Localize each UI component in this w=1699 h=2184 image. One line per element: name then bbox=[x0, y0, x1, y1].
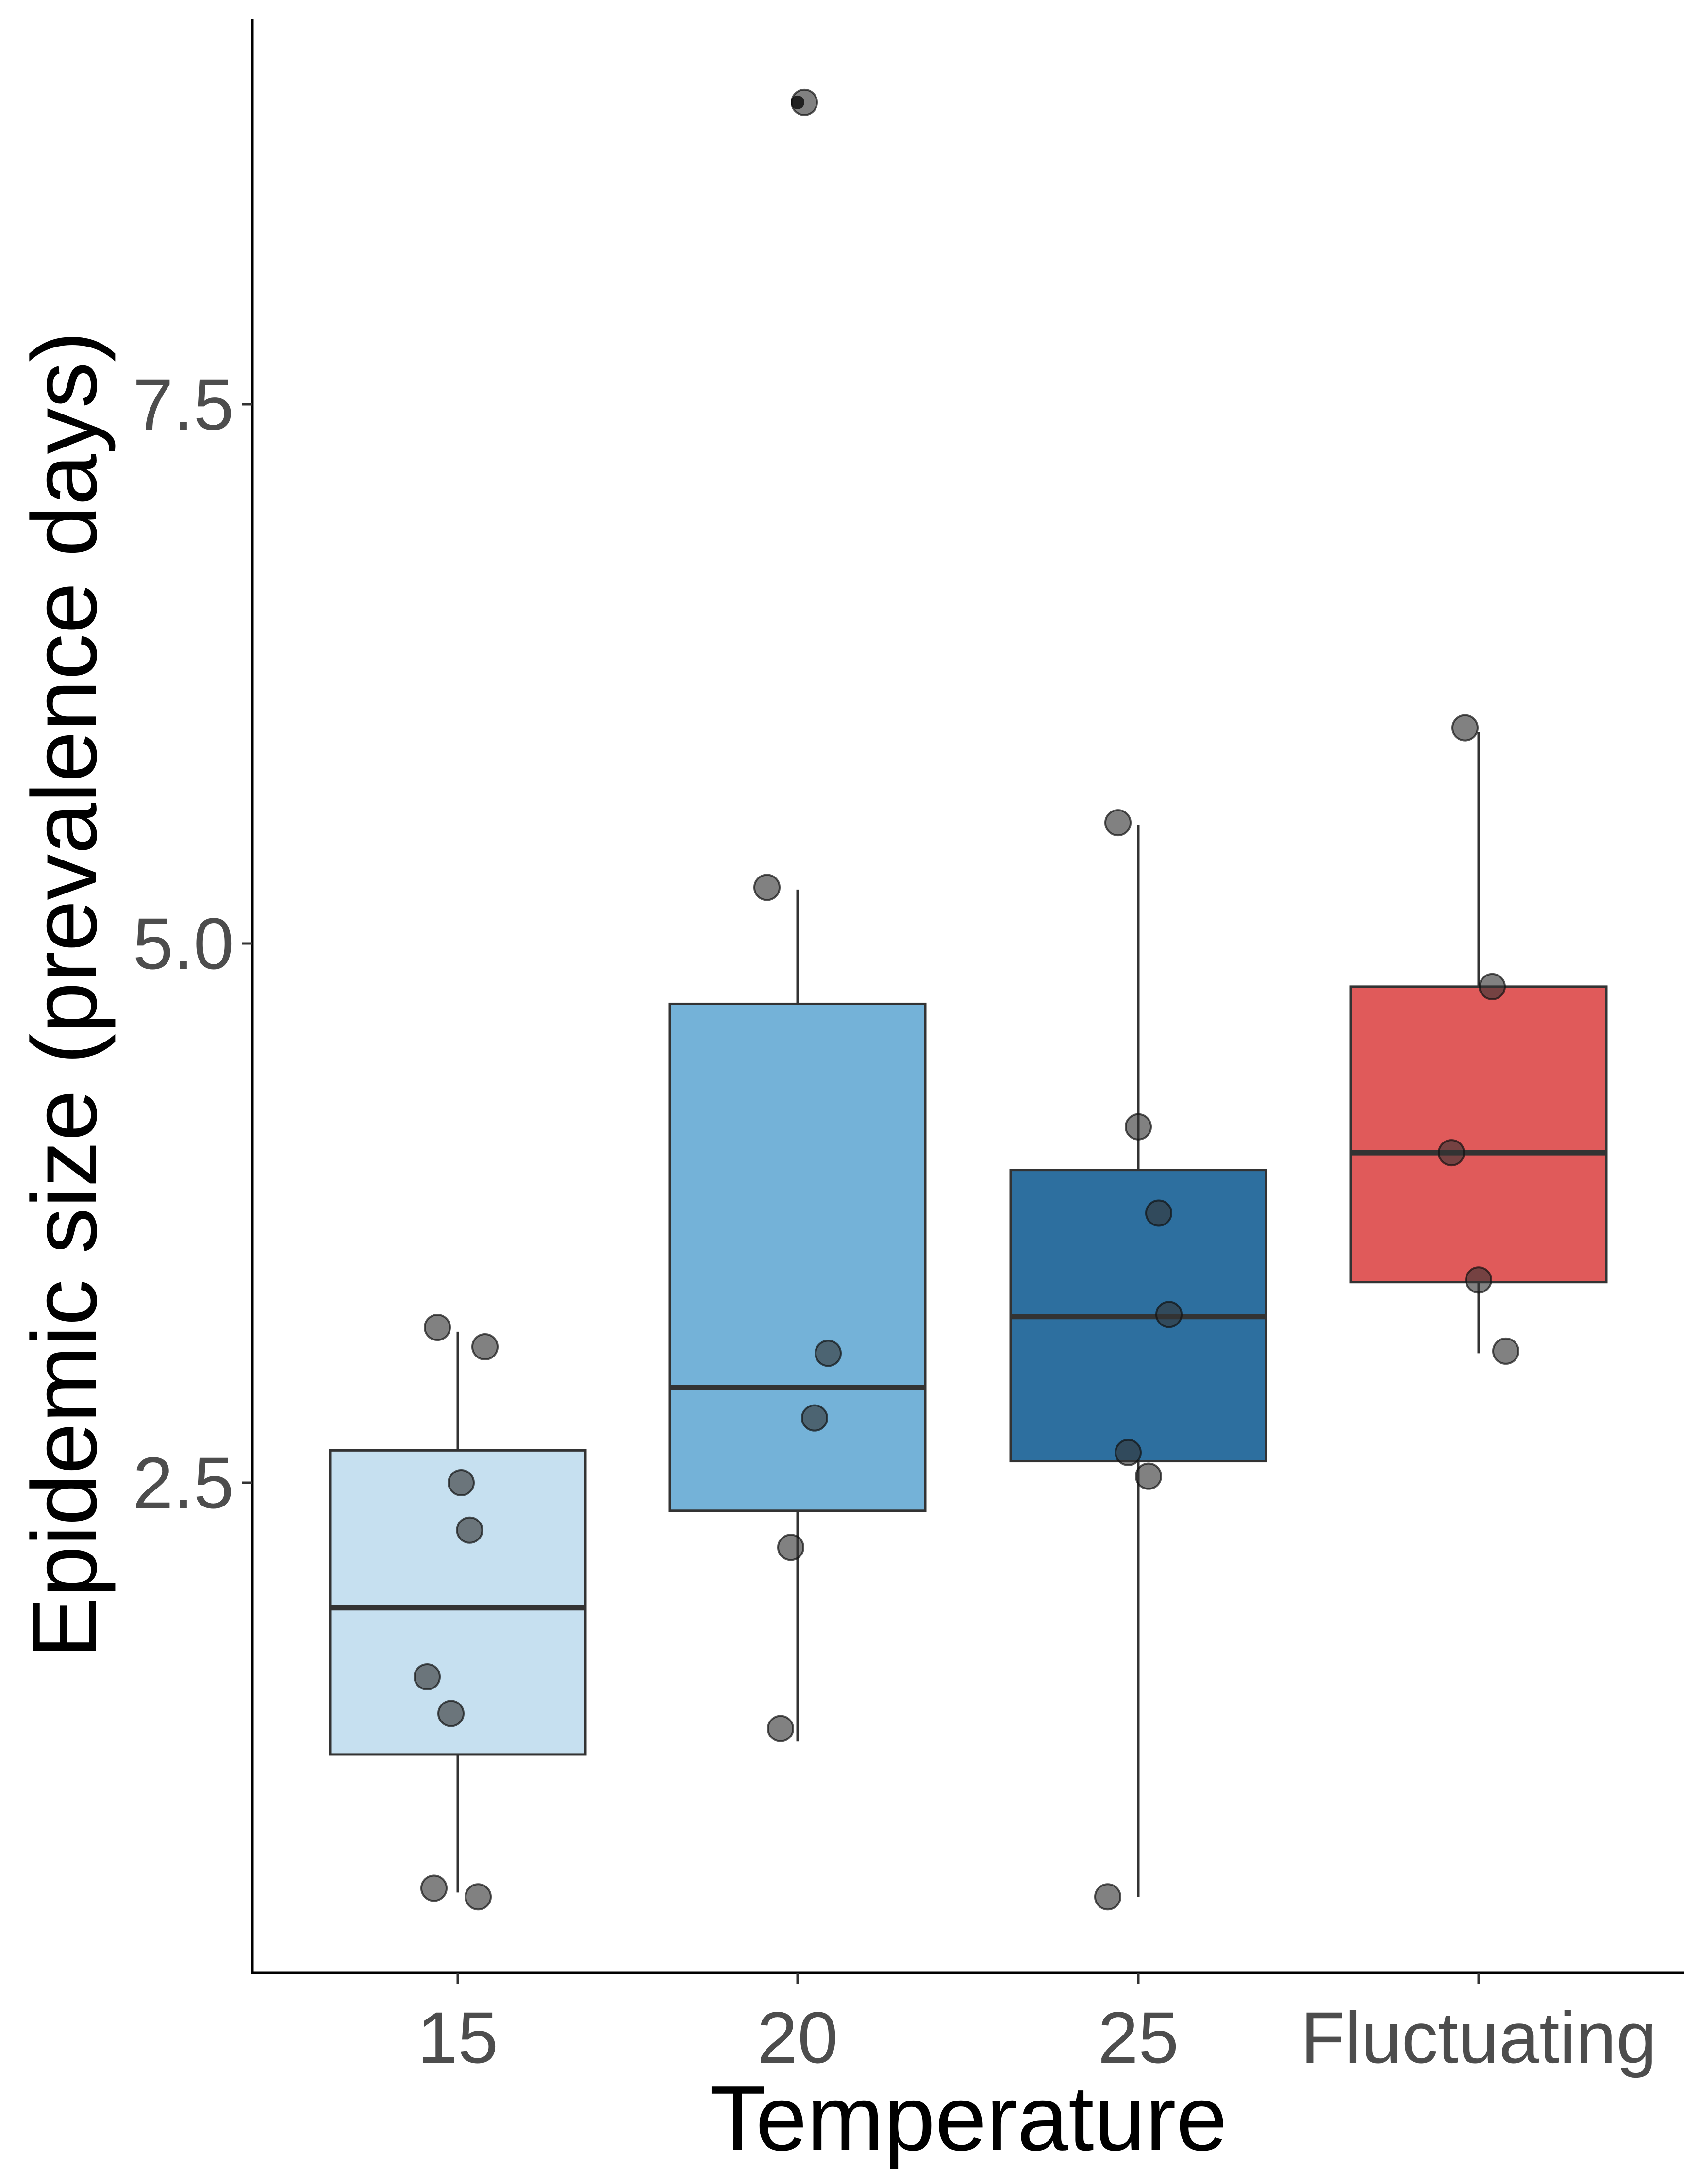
box-body bbox=[668, 1002, 927, 1512]
box-fluctuating bbox=[1349, 732, 1608, 1354]
data-point bbox=[448, 1469, 475, 1496]
box-25 bbox=[1009, 825, 1267, 1897]
data-point bbox=[815, 1340, 842, 1367]
data-point bbox=[1135, 1462, 1162, 1490]
x-tick-label: 20 bbox=[757, 1997, 838, 2078]
x-tick-label: 15 bbox=[417, 1997, 499, 2078]
box-15 bbox=[329, 1331, 587, 1893]
data-point bbox=[1145, 1199, 1172, 1227]
data-point bbox=[1451, 714, 1479, 742]
data-point bbox=[1438, 1139, 1465, 1167]
data-point bbox=[1115, 1439, 1142, 1466]
y-tick-label: 2.5 bbox=[133, 1442, 234, 1523]
data-point bbox=[1492, 1337, 1519, 1365]
data-point bbox=[420, 1874, 448, 1902]
data-point bbox=[1465, 1266, 1492, 1294]
boxes-layer bbox=[329, 95, 1608, 1897]
axes-layer bbox=[251, 19, 1684, 1974]
data-point bbox=[424, 1314, 451, 1341]
data-point bbox=[471, 1333, 499, 1361]
data-point bbox=[1104, 809, 1132, 837]
y-tick-label: 7.5 bbox=[133, 364, 234, 445]
x-axis-title: Temperature bbox=[710, 2067, 1228, 2170]
data-point bbox=[414, 1663, 441, 1690]
data-point bbox=[791, 88, 818, 116]
data-point bbox=[465, 1883, 492, 1911]
data-point bbox=[777, 1534, 804, 1561]
box-20 bbox=[668, 889, 927, 1742]
data-point bbox=[1094, 1883, 1121, 1911]
box-body bbox=[1349, 985, 1608, 1284]
data-point bbox=[1155, 1301, 1183, 1328]
data-point bbox=[456, 1516, 483, 1544]
ticks-layer: 2.5 5.0 7.5 15 20 25 Fluctuating bbox=[133, 364, 1656, 2078]
data-point bbox=[753, 874, 781, 901]
points-layer bbox=[414, 88, 1519, 1911]
data-point bbox=[1125, 1113, 1152, 1141]
data-point bbox=[767, 1715, 794, 1742]
data-point bbox=[801, 1404, 828, 1432]
x-tick-label: 25 bbox=[1098, 1997, 1179, 2078]
y-tick-label: 5.0 bbox=[133, 903, 234, 984]
data-point bbox=[437, 1700, 465, 1727]
x-tick-label: Fluctuating bbox=[1300, 1997, 1657, 2078]
y-axis-title: Epidemic size (prevalence days) bbox=[13, 331, 116, 1658]
data-point bbox=[1479, 973, 1506, 1000]
